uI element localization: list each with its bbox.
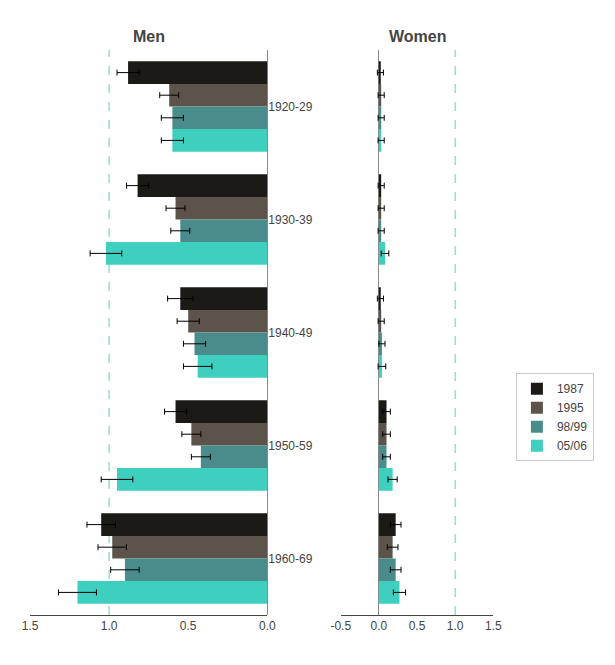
svg-text:1930-39: 1930-39 [268, 213, 312, 227]
svg-text:-0.5: -0.5 [330, 619, 351, 633]
svg-text:1950-59: 1950-59 [268, 439, 312, 453]
svg-text:1.0: 1.0 [101, 619, 118, 633]
svg-text:Women: Women [389, 28, 446, 45]
svg-text:0.5: 0.5 [180, 619, 197, 633]
svg-text:1940-49: 1940-49 [268, 326, 312, 340]
svg-text:05/06: 05/06 [557, 439, 587, 453]
svg-text:1.5: 1.5 [22, 619, 39, 633]
svg-text:1987: 1987 [557, 382, 584, 396]
svg-text:98/99: 98/99 [557, 420, 587, 434]
svg-text:Men: Men [133, 28, 165, 45]
svg-text:1920-29: 1920-29 [268, 100, 312, 114]
svg-text:1995: 1995 [557, 401, 584, 415]
svg-text:1.0: 1.0 [447, 619, 464, 633]
svg-text:1.5: 1.5 [485, 619, 502, 633]
svg-text:0.5: 0.5 [409, 619, 426, 633]
svg-text:0.0: 0.0 [259, 619, 276, 633]
svg-text:0.0: 0.0 [371, 619, 388, 633]
svg-text:1960-69: 1960-69 [268, 552, 312, 566]
